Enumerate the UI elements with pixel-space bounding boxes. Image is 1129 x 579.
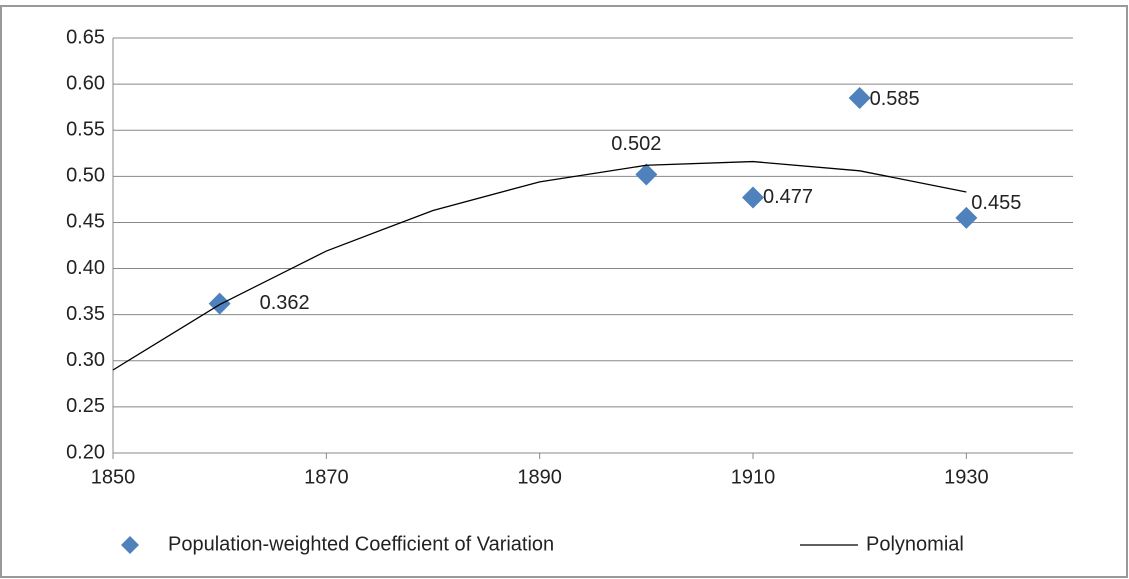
value-label: 0.362 <box>260 292 310 314</box>
y-tick-label: 0.35 <box>66 303 105 325</box>
y-tick-label: 0.40 <box>66 257 105 279</box>
data-point <box>848 86 871 109</box>
trend-line <box>112 160 967 371</box>
value-label: 0.477 <box>763 186 813 208</box>
data-point <box>208 292 231 315</box>
x-tick-label: 1890 <box>517 466 562 488</box>
y-tick-label: 0.25 <box>66 395 105 417</box>
x-tick-label: 1930 <box>944 466 989 488</box>
x-tick-label: 1850 <box>91 466 136 488</box>
legend-label: Polynomial <box>866 533 964 555</box>
chart-border <box>0 5 1128 578</box>
y-tick-label: 0.30 <box>66 349 105 371</box>
legend-marker <box>121 536 139 554</box>
data-point <box>635 163 658 186</box>
x-tick-label: 1910 <box>731 466 776 488</box>
x-tick-label: 1870 <box>304 466 349 488</box>
value-label: 0.502 <box>611 133 661 155</box>
y-tick-label: 0.55 <box>66 119 105 141</box>
legend-label: Population-weighted Coefficient of Varia… <box>168 533 554 555</box>
y-tick-label: 0.20 <box>66 441 105 463</box>
y-tick-label: 0.60 <box>66 72 105 94</box>
value-label: 0.585 <box>870 88 920 110</box>
data-point <box>955 206 978 229</box>
y-tick-label: 0.65 <box>66 26 105 48</box>
data-point <box>742 186 764 209</box>
y-tick-label: 0.45 <box>66 211 105 233</box>
y-tick-label: 0.50 <box>66 165 105 187</box>
value-label: 0.455 <box>971 192 1021 214</box>
